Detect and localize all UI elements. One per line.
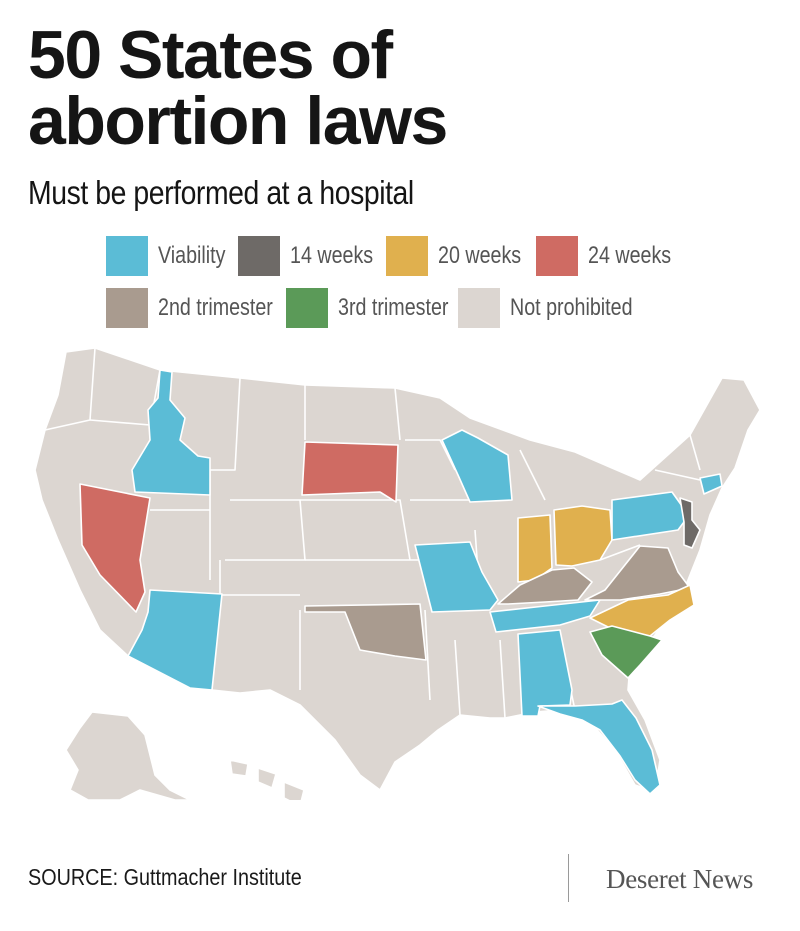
state-arizona: [127, 589, 223, 691]
title-line-1: 50 States of: [28, 17, 393, 93]
legend-label-14-weeks: 14 weeks: [290, 242, 374, 269]
state-wisconsin: [441, 429, 513, 503]
brand-logo: Deseret News: [606, 864, 754, 894]
state-kentucky: [497, 567, 593, 605]
subtitle: Must be performed at a hospital: [28, 174, 414, 211]
state-oklahoma: [304, 603, 427, 661]
legend-swatch-14-weeks: [238, 236, 280, 276]
legend-label-20-weeks: 20 weeks: [438, 242, 522, 269]
page-title: 50 States of abortion laws: [28, 17, 768, 159]
map-hawaii: [229, 759, 305, 800]
legend-item-3rd-trimester: 3rd trimester: [286, 288, 473, 328]
legend-label-viability: Viability: [158, 242, 226, 269]
legend-swatch-20-weeks: [386, 236, 428, 276]
footer-divider: [568, 854, 569, 902]
state-virginia: [584, 545, 691, 601]
state-new-jersey: [679, 497, 701, 549]
state-tennessee: [489, 599, 601, 633]
legend-swatch-2nd-trimester: [106, 288, 148, 328]
legend-label-2nd-trimester: 2nd trimester: [158, 294, 273, 321]
legend-item-not-prohibited: Not prohibited: [458, 288, 659, 328]
state-idaho: [131, 369, 211, 496]
state-connecticut: [699, 473, 723, 495]
state-ohio: [553, 505, 613, 567]
legend-item-20-weeks: 20 weeks: [386, 236, 539, 276]
title-line-2: abortion laws: [28, 83, 448, 159]
legend-item-24-weeks: 24 weeks: [536, 236, 689, 276]
state-florida: [537, 699, 661, 795]
source-credit: SOURCE: Guttmacher Institute: [28, 864, 302, 890]
legend-item-14-weeks: 14 weeks: [238, 236, 391, 276]
state-missouri: [414, 541, 499, 613]
state-nevada: [79, 483, 151, 613]
legend: Viability 14 weeks 20 weeks 24 weeks 2nd…: [106, 236, 746, 336]
us-map: [34, 347, 761, 800]
legend-item-viability: Viability: [106, 236, 240, 276]
legend-swatch-3rd-trimester: [286, 288, 328, 328]
legend-swatch-viability: [106, 236, 148, 276]
legend-swatch-not-prohibited: [458, 288, 500, 328]
state-south-carolina: [589, 625, 663, 679]
legend-item-2nd-trimester: 2nd trimester: [106, 288, 298, 328]
map-alaska: [65, 711, 191, 800]
state-south-dakota: [301, 441, 399, 503]
legend-label-24-weeks: 24 weeks: [588, 242, 672, 269]
legend-swatch-24-weeks: [536, 236, 578, 276]
legend-label-3rd-trimester: 3rd trimester: [338, 294, 449, 321]
legend-label-not-prohibited: Not prohibited: [510, 294, 633, 321]
